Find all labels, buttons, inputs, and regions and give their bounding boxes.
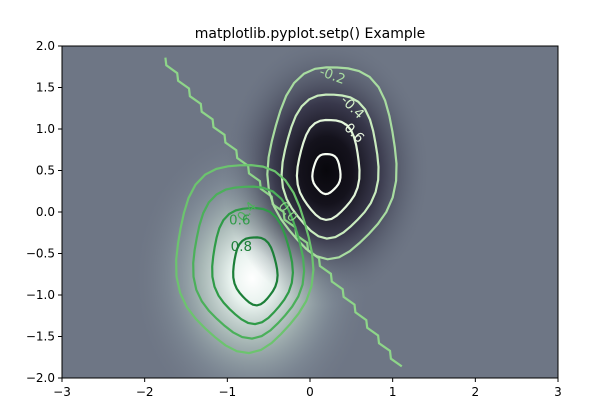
contour-line-0.4 xyxy=(192,185,306,340)
contour-line-0.0 xyxy=(164,57,403,368)
contour-line-0.6 xyxy=(211,206,295,326)
x-tick-label: −1 xyxy=(218,385,236,399)
y-tick-label: 1.0 xyxy=(36,122,55,136)
y-tick-label: −1.0 xyxy=(26,288,55,302)
x-tick-label: 0 xyxy=(306,385,314,399)
y-tick-label: −1.5 xyxy=(26,330,55,344)
chart-title: matplotlib.pyplot.setp() Example xyxy=(195,26,426,42)
y-tick-label: 0.5 xyxy=(36,164,55,178)
contour-label: 0.8 xyxy=(231,239,252,255)
contour-label: 0.6 xyxy=(229,212,250,228)
y-axis: −2.0 −1.5 −1.0 −0.5 0.0 0.5 1.0 1.5 2.0 xyxy=(26,39,62,385)
contour-line-neg-0.2 xyxy=(266,66,398,261)
y-tick-label: −2.0 xyxy=(26,371,55,385)
contour-line-0.8 xyxy=(232,236,279,307)
contour-line-neg-0.6 xyxy=(295,118,361,222)
y-tick-label: 0.0 xyxy=(36,205,55,219)
x-axis: −3 −2 −1 0 1 2 3 xyxy=(53,378,562,399)
contour-line-neg-0.8 xyxy=(311,153,342,196)
x-tick-label: 3 xyxy=(554,385,562,399)
x-tick-label: −3 xyxy=(53,385,71,399)
negative-peak-shading xyxy=(221,46,432,306)
x-tick-label: −2 xyxy=(136,385,154,399)
y-tick-label: −0.5 xyxy=(26,247,55,261)
plot-area: -0.2-0.4-0.60.00.40.60.8 xyxy=(62,46,558,378)
x-tick-label: 2 xyxy=(472,385,480,399)
contour-line-0.2 xyxy=(175,163,315,355)
y-tick-label: 2.0 xyxy=(36,39,55,53)
contour-line-neg-0.4 xyxy=(280,93,380,240)
y-tick-label: 1.5 xyxy=(36,81,55,95)
x-tick-label: 1 xyxy=(389,385,397,399)
